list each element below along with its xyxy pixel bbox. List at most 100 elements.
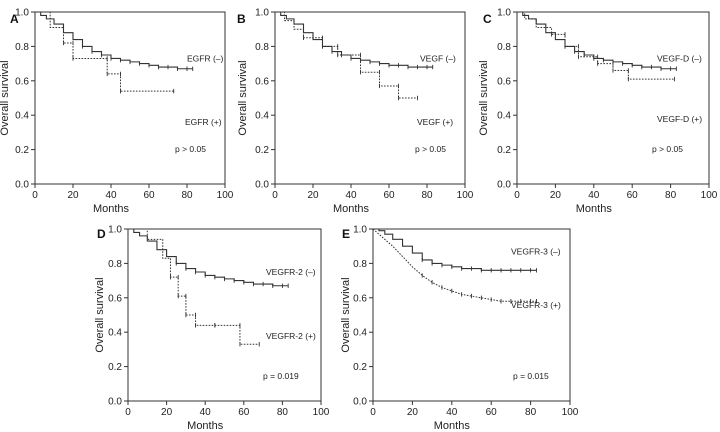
y-tick-label: 0.0: [15, 180, 29, 191]
p-value: p = 0.019: [263, 371, 299, 381]
plot-frame: [274, 11, 466, 185]
y-axis-label: Overall survival: [478, 60, 490, 135]
survival-curve-positive: [517, 11, 675, 80]
panel-d: D 0 20 40 60 80 100 0.0 0.2 0.4 0.6 0.8 1.0 Months Ove…: [94, 225, 330, 432]
y-tick-label: 0.6: [15, 76, 29, 87]
y-tick-label: 0.4: [497, 111, 511, 122]
plot-frame: [372, 228, 571, 402]
y-tick-label: 0.8: [15, 42, 29, 53]
x-tick-label: 20: [407, 407, 419, 418]
x-axis-label: Months: [434, 420, 471, 432]
y-tick-label: 0.2: [497, 145, 511, 156]
y-tick-label: 1.0: [15, 8, 29, 19]
series-label: VEGF-D (+): [657, 114, 702, 124]
series-label: VEGFR-3 (–): [511, 247, 561, 257]
series-label: EGFR (+): [185, 117, 222, 127]
y-tick-label: 1.0: [353, 225, 367, 236]
x-tick-label: 100: [701, 190, 718, 201]
y-tick-label: 0.2: [255, 145, 269, 156]
x-tick-label: 40: [200, 407, 212, 418]
x-tick-label: 60: [383, 190, 395, 201]
survival-curve-negative: [517, 11, 677, 70]
y-tick-label: 0.8: [255, 42, 269, 53]
x-tick-label: 60: [627, 190, 639, 201]
y-tick-label: 0.6: [108, 293, 122, 304]
panel-e: E 0 20 40 60 80 100 0.0 0.2 0.4 0.6 0.8 1.0 Months Ove…: [340, 225, 579, 432]
panel-b: B 0 20 40 60 80 100 0.0 0.2 0.4 0.6 0.8 1.0 Months Ove…: [237, 8, 474, 216]
x-tick-label: 80: [665, 190, 677, 201]
y-tick-label: 0.4: [353, 328, 367, 339]
y-axis-label: Overall survival: [340, 277, 352, 352]
y-axis-label: Overall survival: [0, 60, 11, 135]
series-label: VEGF-D (–): [657, 54, 702, 64]
x-tick-label: 0: [32, 190, 38, 201]
x-tick-label: 100: [457, 190, 474, 201]
y-tick-label: 0.4: [108, 328, 122, 339]
survival-curve-positive: [275, 11, 418, 99]
x-tick-label: 60: [486, 407, 498, 418]
y-tick-label: 0.2: [15, 145, 29, 156]
x-tick-label: 80: [525, 407, 537, 418]
x-tick-label: 100: [313, 407, 330, 418]
y-tick-label: 0.6: [255, 76, 269, 87]
y-tick-label: 0.4: [255, 111, 269, 122]
p-value: p = 0.015: [513, 371, 549, 381]
x-tick-label: 60: [238, 407, 250, 418]
y-tick-label: 0.0: [255, 180, 269, 191]
x-tick-label: 80: [421, 190, 433, 201]
plot-frame: [516, 11, 710, 185]
y-tick-label: 0.8: [108, 259, 122, 270]
survival-curve-negative: [35, 11, 193, 70]
x-tick-label: 40: [588, 190, 600, 201]
panel-c: C 0 20 40 60 80 100 0.0 0.2 0.4 0.6 0.8 1.0 Months Ove…: [478, 8, 718, 216]
x-tick-label: 60: [143, 190, 155, 201]
panel-letter: A: [10, 12, 19, 26]
x-tick-label: 40: [105, 190, 117, 201]
plot-frame: [34, 11, 226, 185]
x-axis-label: Months: [576, 203, 613, 215]
y-tick-label: 0.6: [497, 76, 511, 87]
y-tick-label: 0.0: [353, 397, 367, 408]
x-tick-label: 0: [370, 407, 376, 418]
y-axis-label: Overall survival: [94, 277, 106, 352]
plot-frame: [127, 228, 322, 402]
survival-curve-negative: [373, 228, 537, 271]
p-value: p > 0.05: [415, 144, 446, 154]
survival-curve-negative: [275, 11, 433, 68]
series-label: VEGFR-2 (–): [266, 267, 316, 277]
x-axis-label: Months: [333, 203, 370, 215]
panel-letter: B: [237, 12, 246, 26]
y-tick-label: 0.8: [497, 42, 511, 53]
x-tick-label: 20: [550, 190, 562, 201]
panel-letter: C: [483, 12, 492, 26]
x-tick-label: 100: [562, 407, 579, 418]
x-tick-label: 20: [307, 190, 319, 201]
series-label: VEGF (+): [417, 117, 453, 127]
x-tick-label: 40: [446, 407, 458, 418]
panel-letter: E: [342, 227, 350, 241]
x-axis-label: Months: [187, 420, 224, 432]
y-tick-label: 1.0: [108, 225, 122, 236]
x-tick-label: 0: [125, 407, 131, 418]
x-tick-label: 80: [277, 407, 289, 418]
series-label: EGFR (–): [187, 54, 224, 64]
x-tick-label: 100: [217, 190, 234, 201]
survival-curve-negative: [128, 228, 289, 287]
p-value: p > 0.05: [652, 144, 683, 154]
x-tick-label: 20: [67, 190, 79, 201]
series-label: VEGF (–): [420, 54, 456, 64]
survival-curve-positive: [35, 11, 174, 92]
y-axis-label: Overall survival: [237, 60, 249, 135]
y-tick-label: 1.0: [255, 8, 269, 19]
y-tick-label: 0.2: [108, 362, 122, 373]
y-tick-label: 0.0: [108, 397, 122, 408]
x-tick-label: 20: [161, 407, 173, 418]
y-tick-label: 1.0: [497, 8, 511, 19]
x-tick-label: 40: [345, 190, 357, 201]
x-tick-label: 0: [514, 190, 520, 201]
series-label: VEGFR-3 (+): [511, 300, 561, 310]
series-label: VEGFR-2 (+): [266, 331, 316, 341]
x-axis-label: Months: [93, 203, 130, 215]
x-tick-label: 0: [272, 190, 278, 201]
